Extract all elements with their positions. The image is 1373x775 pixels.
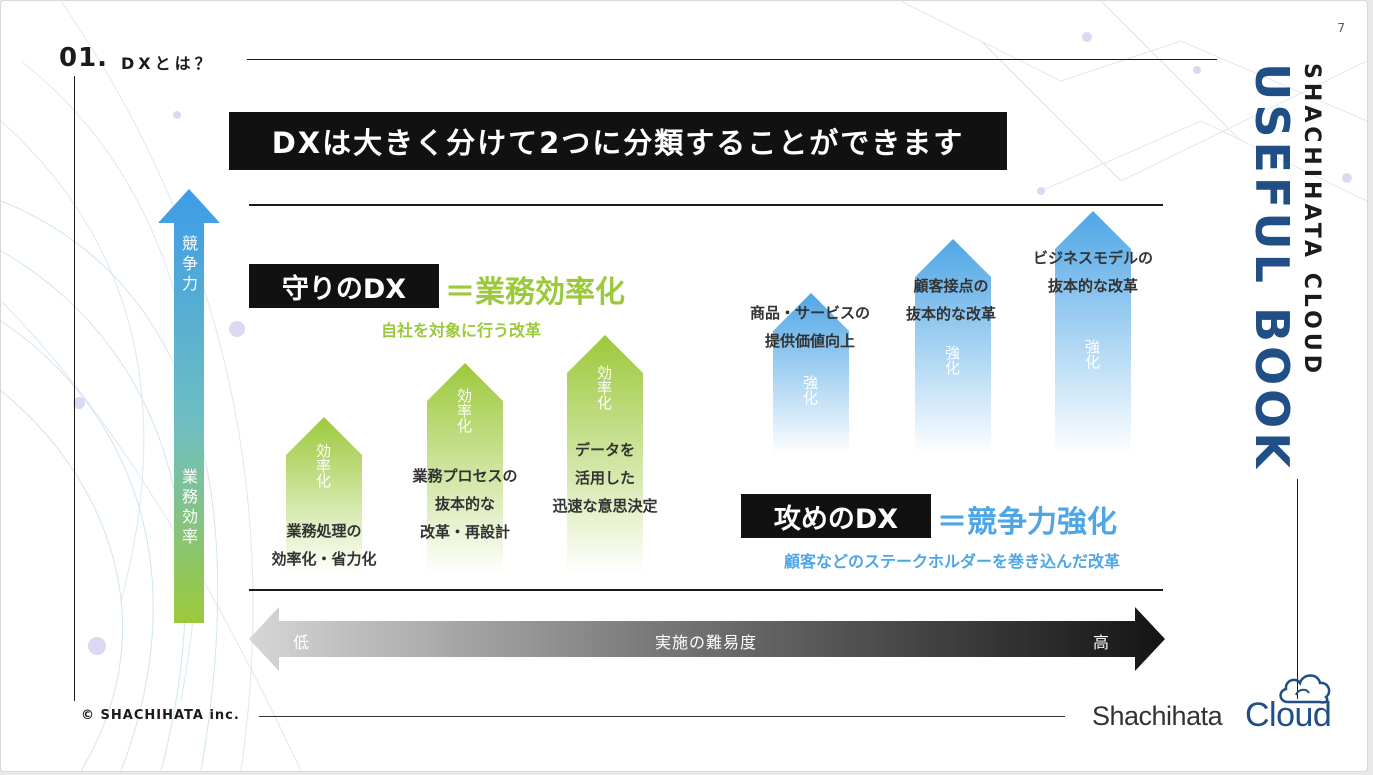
defensive-dx-equals: ＝業務効率化 [445,275,625,310]
offensive-caption-3: ビジネスモデルの 抜本的な改革 [1032,249,1153,295]
defensive-arrow-2-text: 効率化 [455,388,473,433]
lower-divider [249,589,1163,591]
logo-text-shachihata: Shachihata [1092,701,1223,731]
brand-side-small: SHACHIHATA CLOUD [1299,63,1324,377]
upper-divider [249,204,1163,206]
difficulty-axis-label: 実施の難易度 [654,633,757,652]
offensive-arrow-2 [915,239,991,455]
headline: DXは大きく分けて2つに分類することができます [229,112,1007,170]
brand-side-large: USEFUL BOOK [1245,63,1299,472]
vertical-axis-top-label: 競争力 [179,235,198,295]
title-underline [247,59,1217,60]
defensive-arrow-2 [427,363,503,575]
offensive-dx-subtitle: 顧客などのステークホルダーを巻き込んだ改革 [783,552,1120,571]
offensive-caption-2: 顧客接点の 抜本的な改革 [905,277,996,323]
vertical-axis-arrow [158,189,220,623]
copyright: © SHACHIHATA inc. [81,708,240,723]
offensive-arrow-1 [773,293,849,455]
offensive-arrow-2-text: 強化 [943,345,961,375]
defensive-dx-subtitle: 自社を対象に行う改革 [380,321,541,340]
cloud-logo-icon [1279,674,1331,704]
defensive-arrow-3-text: 効率化 [595,365,613,410]
defensive-caption-2: 業務プロセスの 抜本的な 改革・再設計 [412,467,518,541]
difficulty-low-label: 低 [293,633,310,652]
offensive-dx-label: 攻めのDX [741,494,931,538]
right-frame-line [1297,479,1298,699]
difficulty-axis-arrow [249,607,1165,671]
offensive-arrow-1-text: 強化 [801,375,819,405]
logo-text-cloud: Cloud [1245,696,1332,734]
defensive-caption-3: データを 活用した 迅速な意思決定 [552,441,658,515]
left-frame-line [74,76,75,701]
offensive-arrow-3 [1055,211,1131,455]
vertical-axis-bottom-label: 業務効率 [179,468,198,548]
defensive-caption-1: 業務処理の 効率化・省力化 [271,522,377,568]
defensive-arrow-3 [567,335,643,575]
footer-line [259,716,1065,717]
page-number: 7 [1337,21,1345,35]
defensive-dx-label: 守りのDX [249,264,439,308]
offensive-caption-1: 商品・サービスの 提供価値向上 [749,304,870,350]
section-number: 01. [59,43,109,73]
section-title: DXとは？ [121,54,215,73]
offensive-arrow-3-text: 強化 [1083,339,1101,369]
defensive-arrow-1-text: 効率化 [314,443,332,488]
defensive-arrow-1 [286,417,362,575]
difficulty-high-label: 高 [1093,633,1110,652]
offensive-dx-equals: ＝競争力強化 [937,505,1117,540]
